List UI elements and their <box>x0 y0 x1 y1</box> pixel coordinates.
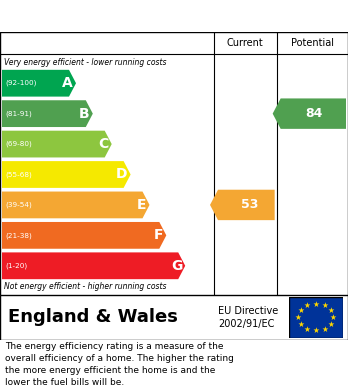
Text: Energy Efficiency Rating: Energy Efficiency Rating <box>8 7 237 25</box>
Text: EU Directive
2002/91/EC: EU Directive 2002/91/EC <box>218 305 278 330</box>
Text: ★: ★ <box>295 313 302 322</box>
Text: (21-38): (21-38) <box>5 232 32 239</box>
Text: Current: Current <box>227 38 264 48</box>
Polygon shape <box>2 192 150 218</box>
Text: ★: ★ <box>303 301 310 310</box>
Text: Very energy efficient - lower running costs: Very energy efficient - lower running co… <box>4 58 166 67</box>
Text: ★: ★ <box>321 301 328 310</box>
Polygon shape <box>2 222 166 249</box>
Polygon shape <box>2 70 76 97</box>
Polygon shape <box>2 100 93 127</box>
Text: (81-91): (81-91) <box>5 110 32 117</box>
Text: (39-54): (39-54) <box>5 202 32 208</box>
Text: ★: ★ <box>330 313 337 322</box>
Text: ★: ★ <box>327 320 334 329</box>
Text: (1-20): (1-20) <box>5 262 27 269</box>
Text: England & Wales: England & Wales <box>8 308 178 326</box>
Text: ★: ★ <box>297 306 304 315</box>
Polygon shape <box>273 99 346 129</box>
Text: G: G <box>171 259 182 273</box>
Polygon shape <box>210 190 275 220</box>
Text: ★: ★ <box>313 326 319 335</box>
Text: (92-100): (92-100) <box>5 80 37 86</box>
Polygon shape <box>2 253 185 279</box>
Text: ★: ★ <box>303 325 310 334</box>
Text: E: E <box>137 198 147 212</box>
Text: ★: ★ <box>313 300 319 308</box>
Polygon shape <box>2 131 112 158</box>
Text: Not energy efficient - higher running costs: Not energy efficient - higher running co… <box>4 282 166 291</box>
Text: (69-80): (69-80) <box>5 141 32 147</box>
Text: 84: 84 <box>306 107 323 120</box>
Text: F: F <box>154 228 163 242</box>
Text: ★: ★ <box>297 320 304 329</box>
Text: ★: ★ <box>327 306 334 315</box>
Text: D: D <box>116 167 128 181</box>
Text: A: A <box>62 76 73 90</box>
Text: Potential: Potential <box>291 38 334 48</box>
Text: C: C <box>98 137 109 151</box>
Text: 53: 53 <box>241 198 258 212</box>
Text: ★: ★ <box>321 325 328 334</box>
Text: The energy efficiency rating is a measure of the
overall efficiency of a home. T: The energy efficiency rating is a measur… <box>5 342 234 387</box>
Text: B: B <box>79 107 90 121</box>
Text: (55-68): (55-68) <box>5 171 32 178</box>
Polygon shape <box>2 161 130 188</box>
